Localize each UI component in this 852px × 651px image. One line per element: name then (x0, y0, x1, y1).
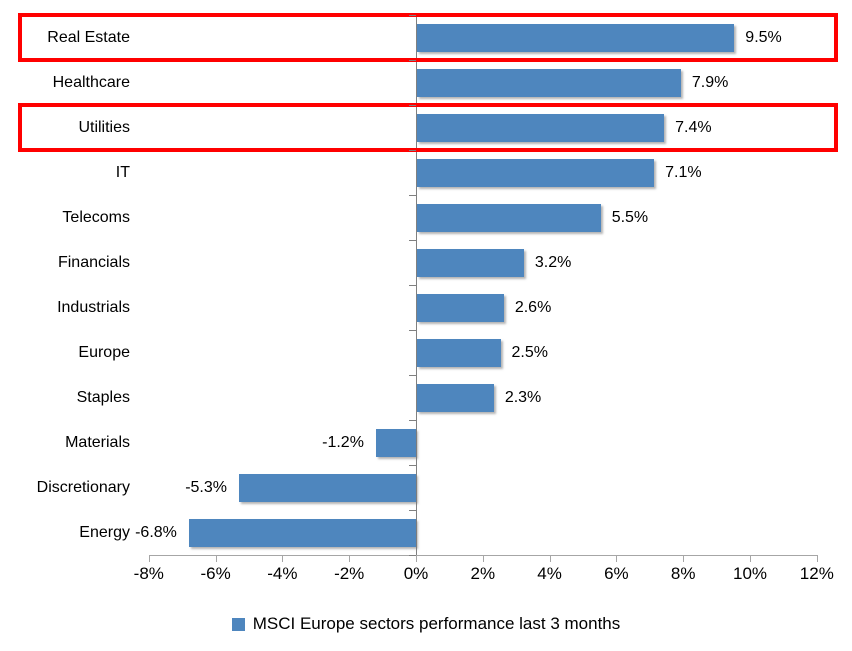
category-label: Materials (65, 433, 130, 451)
category-label: Healthcare (52, 73, 130, 91)
value-axis-tick-label: 6% (604, 564, 629, 583)
bar (417, 158, 655, 187)
category-axis-line (416, 15, 417, 555)
value-axis-tick-label: 4% (537, 564, 562, 583)
value-label: 7.4% (675, 118, 712, 136)
value-axis-tick (349, 556, 351, 562)
bar (238, 473, 416, 502)
category-axis-tick (409, 150, 416, 151)
category-axis-tick (409, 285, 416, 286)
category-axis-tick (409, 330, 416, 331)
value-label: 3.2% (534, 253, 572, 271)
value-axis-tick-label: 10% (732, 564, 768, 583)
value-axis-tick-label: -2% (334, 564, 365, 583)
value-axis-tick (616, 556, 618, 562)
value-axis-tick (416, 556, 417, 562)
category-axis-tick (409, 195, 416, 196)
category-axis-tick (409, 555, 416, 556)
bar (417, 383, 494, 412)
category-axis-tick (409, 15, 416, 16)
bar (417, 338, 501, 367)
bar (417, 113, 665, 142)
legend-label: MSCI Europe sectors performance last 3 m… (252, 614, 621, 633)
value-label: 5.5% (611, 208, 649, 226)
bar (417, 23, 735, 52)
value-axis-tick (215, 556, 217, 562)
value-axis-line (149, 555, 818, 556)
value-axis-tick (148, 556, 150, 562)
value-axis-tick-label: 8% (670, 564, 696, 583)
value-label: 2.5% (511, 343, 548, 361)
legend-swatch-icon (231, 617, 245, 631)
category-axis-tick (409, 420, 416, 421)
value-label: -1.2% (322, 433, 364, 451)
category-label: Energy (79, 523, 130, 541)
category-label: Staples (76, 388, 130, 406)
category-label: Real Estate (47, 28, 130, 46)
category-label: Europe (78, 343, 130, 361)
value-label: 2.3% (504, 388, 542, 406)
category-axis-tick (409, 510, 416, 511)
category-axis-tick (409, 105, 416, 106)
value-axis-tick (683, 556, 685, 562)
value-axis-tick (482, 556, 484, 562)
category-label: Financials (57, 253, 130, 271)
bar (375, 428, 416, 457)
value-label: 7.9% (691, 73, 729, 91)
category-axis-tick (409, 60, 416, 61)
category-label: IT (115, 163, 130, 181)
bar (417, 248, 524, 277)
category-axis-tick (409, 240, 416, 241)
category-label: Discretionary (36, 478, 130, 496)
value-axis-tick-label: -8% (133, 564, 164, 583)
value-axis-tick (282, 556, 284, 562)
category-label: Industrials (57, 298, 130, 316)
bar (417, 68, 681, 97)
category-axis-tick (409, 465, 416, 466)
value-axis-tick (816, 556, 818, 562)
value-axis-tick (549, 556, 551, 562)
bar (417, 203, 601, 232)
bar (417, 293, 504, 322)
value-label: 9.5% (745, 28, 782, 46)
value-label: 2.6% (514, 298, 552, 316)
category-axis-tick (409, 375, 416, 376)
value-label: -6.8% (135, 523, 177, 541)
value-axis-tick (750, 556, 751, 562)
value-axis-tick-label: -6% (200, 564, 231, 583)
bar (188, 518, 416, 547)
value-axis-tick-label: 12% (799, 564, 834, 583)
value-label: -5.3% (185, 478, 227, 496)
category-label: Utilities (78, 118, 130, 136)
category-label: Telecoms (62, 208, 130, 226)
value-axis-tick-label: 0% (403, 564, 429, 583)
value-axis-tick-label: -4% (267, 564, 298, 583)
legend: MSCI Europe sectors performance last 3 m… (0, 614, 852, 634)
value-axis-tick-label: 2% (470, 564, 496, 583)
value-label: 7.1% (665, 163, 702, 181)
